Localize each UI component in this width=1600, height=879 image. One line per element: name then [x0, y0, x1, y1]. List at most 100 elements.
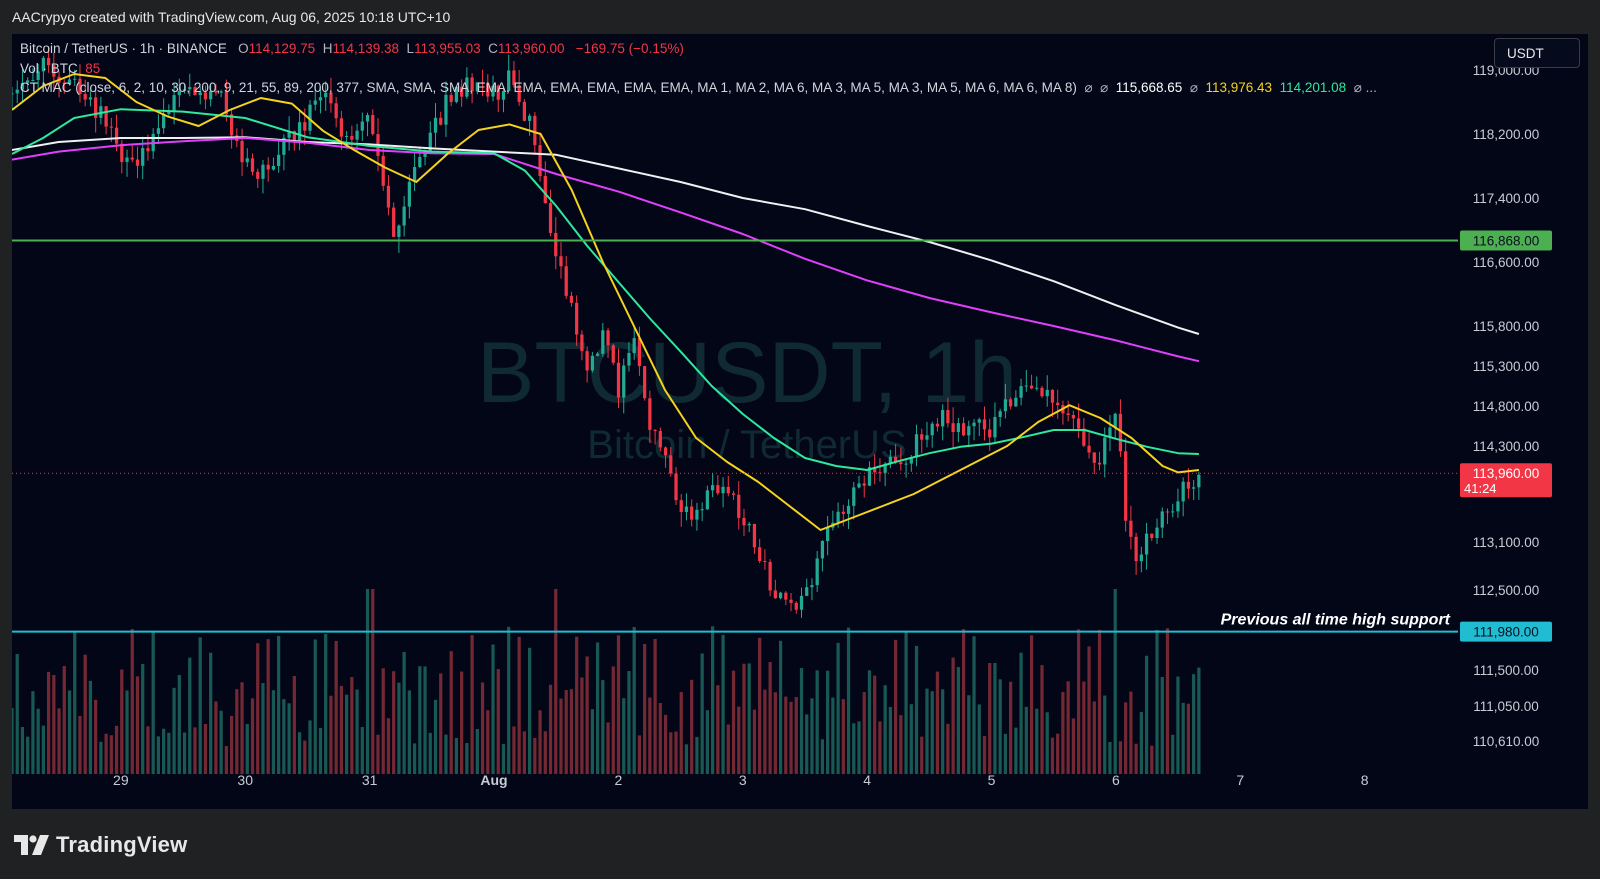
legend-indicator-row: CT MAC (close, 6, 2, 10, 30, 200, 9, 21,… — [20, 80, 1377, 96]
volume-bar — [350, 677, 354, 774]
volume-bar — [465, 743, 469, 774]
candle-body — [287, 131, 291, 138]
candle-body — [763, 560, 767, 562]
footer-bar: TradingView — [0, 809, 1600, 879]
candle-body — [1192, 487, 1196, 489]
top-bar: AACrypyo created with TradingView.com, A… — [0, 0, 1600, 34]
volume-bar — [773, 692, 777, 774]
candle-body — [778, 592, 783, 599]
candle-body — [690, 506, 694, 520]
volume-bar — [815, 670, 819, 774]
volume-bar — [527, 647, 532, 774]
candle-body — [449, 94, 453, 102]
candle-body — [1197, 474, 1201, 488]
volume-bar — [606, 722, 610, 774]
candle-body — [109, 126, 113, 128]
candle-body — [78, 78, 82, 94]
volume-bar — [135, 676, 140, 774]
tradingview-logo-icon — [14, 835, 49, 855]
candle-body — [386, 185, 391, 208]
candle-body — [805, 587, 809, 596]
moving-average-line — [12, 136, 1200, 335]
candle-body — [988, 429, 992, 438]
tradingview-wordmark: TradingView — [56, 832, 188, 857]
chart-panel[interactable]: BTCUSDT, 1h Bitcoin / TetherUS 116,868.00 1… — [12, 34, 1588, 809]
candle-body — [533, 115, 537, 146]
candle-body — [1050, 389, 1055, 403]
volume-bar — [1014, 727, 1018, 774]
candle-body — [564, 266, 568, 296]
legend-volume-label[interactable]: Vol · BTC — [20, 61, 78, 76]
candle-body — [595, 353, 600, 356]
currency-selector-button[interactable]: USDT — [1494, 38, 1580, 68]
volume-bar — [428, 732, 432, 774]
volume-bar — [1155, 629, 1159, 774]
volume-bar — [595, 642, 600, 774]
candle-body — [1150, 533, 1154, 539]
volume-bar — [1113, 589, 1117, 774]
volume-bar — [946, 723, 950, 774]
candle-body — [193, 87, 197, 96]
legend-more[interactable]: ... — [1365, 80, 1377, 95]
eye-slash-icon[interactable]: ⌀ — [1084, 80, 1093, 95]
candle-body — [73, 78, 77, 80]
legend-indicator-name[interactable]: CT MAC (close, 6, 2, 10, 30, 200, 9, 21,… — [20, 80, 1077, 95]
volume-bar — [611, 666, 615, 774]
candle-body — [585, 351, 589, 371]
legend-high-value: 114,139.38 — [332, 41, 400, 56]
volume-bar — [99, 741, 103, 774]
candle-body — [789, 599, 793, 603]
volume-bar — [862, 692, 866, 774]
candle-body — [768, 561, 772, 591]
candle-body — [1171, 511, 1175, 513]
candle-body — [846, 505, 851, 514]
volume-bar — [700, 653, 704, 774]
volume-bar — [1009, 681, 1013, 774]
candle-body — [266, 164, 270, 170]
candle-body — [1003, 399, 1008, 412]
candle-body — [747, 523, 751, 526]
volume-bar — [130, 628, 134, 774]
candle-body — [982, 419, 987, 430]
eye-slash-icon[interactable]: ⌀ — [1100, 80, 1109, 95]
candle-body — [1045, 389, 1049, 397]
volume-bar — [20, 726, 25, 774]
volume-bar — [501, 744, 506, 774]
volume-bar — [177, 675, 181, 774]
volume-bar — [768, 661, 772, 774]
legend-symbol[interactable]: Bitcoin / TetherUS · 1h · BINANCE — [20, 41, 227, 56]
volume-bar — [334, 640, 338, 774]
candle-body — [334, 103, 338, 119]
volume-bar — [831, 697, 835, 774]
y-tick-label: 114,300.00 — [1473, 439, 1540, 454]
volume-bar — [104, 733, 108, 774]
moving-average-line — [12, 137, 1200, 363]
volume-bar — [1192, 674, 1196, 774]
candle-body — [972, 422, 976, 427]
volume-bar — [229, 715, 234, 774]
volume-bar — [627, 670, 631, 774]
tradingview-logo[interactable]: TradingView — [14, 831, 187, 859]
legend-change: −169.75 (−0.15%) — [575, 41, 684, 56]
candle-body — [146, 148, 150, 152]
candle-body — [392, 207, 396, 237]
candle-body — [956, 423, 960, 432]
resistance-price-label-bg — [1460, 230, 1552, 251]
volume-bar — [125, 690, 129, 774]
volume-bar — [799, 668, 804, 774]
eye-slash-icon[interactable]: ⌀ — [1189, 80, 1198, 95]
candle-body — [695, 509, 699, 520]
candle-body — [46, 57, 51, 66]
candle-body — [622, 365, 626, 398]
volume-bar — [287, 703, 291, 774]
candle-body — [407, 181, 411, 207]
candle-body — [548, 203, 553, 233]
candle-body — [172, 95, 176, 112]
candle-body — [256, 171, 260, 179]
candle-body — [198, 92, 202, 96]
eye-slash-icon[interactable]: ⌀ — [1353, 80, 1362, 95]
candle-body — [423, 151, 427, 157]
volume-bar — [805, 714, 809, 774]
volume-bar — [156, 736, 161, 774]
